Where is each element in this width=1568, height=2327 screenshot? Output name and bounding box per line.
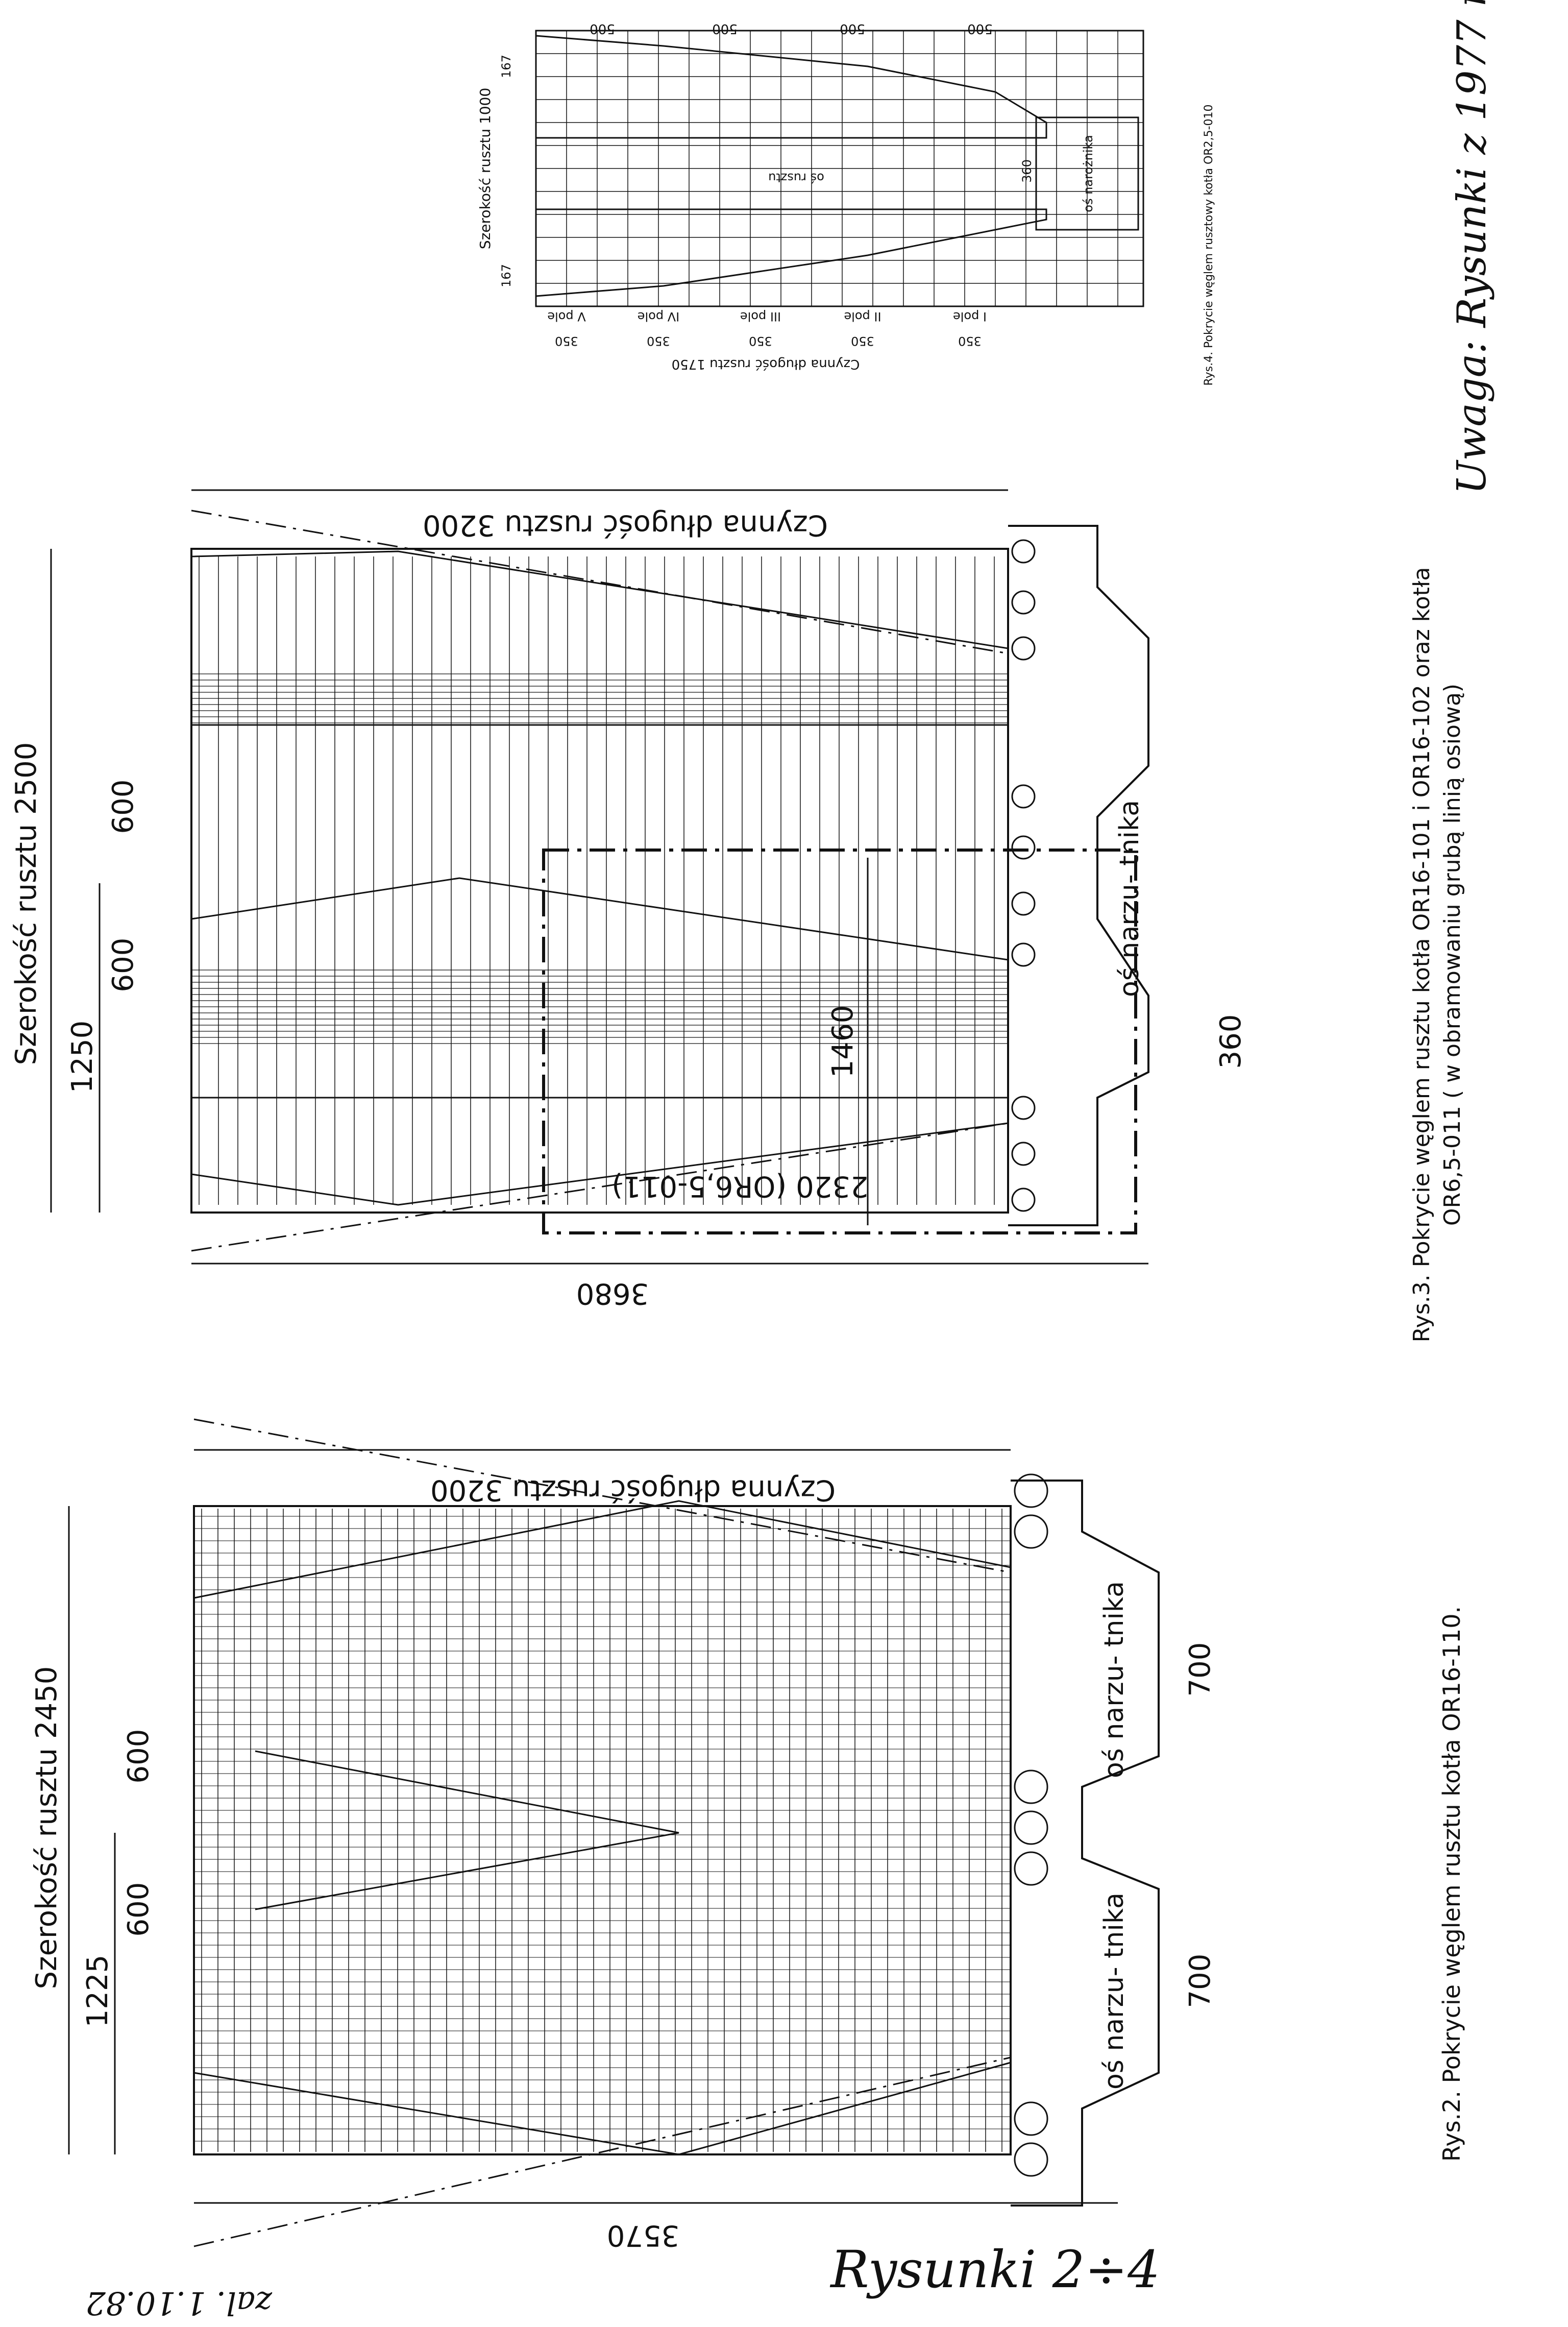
figure-4: Szerokość rusztu 1000 167 167 360 oś rus… [477,21,1215,385]
fig3-bolt-circle [1011,1096,1036,1120]
fig3-dashdot-lower [191,1122,1009,1252]
fig3-rods [191,556,1008,1205]
fig3-bolt-circle [1011,1142,1036,1166]
fig4-hatch-upper [535,35,1047,139]
fig2-bolt-circle [1014,2101,1048,2136]
fig3-caption-line1: Rys.3. Pokrycie węglem rusztu kotła OR16… [1409,567,1435,1343]
figure-3: Szerokość rusztu 2500 1250 600 600 Czynn… [10,489,1465,1343]
fig4-field-1: I pole [953,309,987,324]
fig4-nozzle [1035,116,1139,231]
fig4-dim-bottom-4: 350 [647,334,670,348]
fig3-bolt-circle [1011,539,1036,564]
fig2-dim-1225: 1225 [81,1955,114,2028]
fig2-dim-600-b: 600 [122,1882,155,1937]
handwritten-date: zal. 1.10.82 [85,2285,273,2322]
fig2-bolt-circle [1014,1851,1048,1886]
fig3-bolt-circle [1011,835,1036,860]
fig3-dim-1250: 1250 [66,1021,99,1094]
fig3-bolt-circle [1011,590,1036,615]
fig4-dim-bottom-3: 350 [749,334,772,348]
fig4-active-length: Czynna długość rusztu 1750 [672,356,860,372]
fig2-dashdot-upper [193,1418,1011,1573]
fig4-grid [535,30,1143,307]
fig4-dim-top-3: 500 [840,21,865,36]
fig2-bolt-circle [1014,1473,1048,1508]
fig4-field-2: II pole [844,309,881,324]
fig3-dim-2320: 2320 (OR6,5-011) [611,1170,868,1203]
fig2-coverage-upper [193,1500,1011,1599]
fig3-dim-360: 360 [1214,1014,1247,1069]
handwritten-note: Uwaga: Rysunki z 1977 roku [1449,0,1495,494]
fig2-bolt-circle [1014,1770,1048,1804]
fig3-or65-frame [542,849,1137,1234]
fig2-coverage-middle [255,1750,679,1910]
fig4-dim-top-2: 500 [712,21,738,36]
fig4-dim-bottom-5: 350 [555,334,578,348]
fig2-width-label: Szerokość rusztu 2450 [30,1666,63,1990]
fig3-dim-3680: 3680 [576,1277,649,1310]
fig4-axis-label: oś rusztu [768,171,824,185]
fig2-caption: Rys.2. Pokrycie węglem rusztu kotła OR16… [1438,1606,1465,2162]
fig3-coverage-middle [190,877,1009,1099]
fig4-caption: Rys.4. Pokrycie węglem rusztowy kotła OR… [1203,105,1215,386]
fig2-bolt-circle [1014,2142,1048,2177]
fig3-width-label: Szerokość rusztu 2500 [10,742,43,1065]
fig2-nozzle-axis-b: oś narzu- tnika [1099,1893,1130,2090]
fig4-field-4: IV pole [638,309,679,324]
fig2-bolts [1014,1473,1048,2177]
fig3-nozzle-wall [1008,525,1149,1226]
fig4-width-label: Szerokość rusztu 1000 [477,88,494,249]
fig2-nozzle-wall [1011,1480,1160,2207]
fig4-dim-167-bottom: 167 [499,264,513,287]
fig2-dim-700-b: 700 [1184,1954,1217,2008]
fig2-bolt-circle [1014,1514,1048,1549]
fig2-coverage-lower [193,2062,1011,2155]
fig2-active-length: Czynna długość rusztu 3200 [430,1473,836,1507]
fig2-dim-3570: 3570 [607,2219,680,2252]
figure-2: Szerokość rusztu 2450 1225 600 600 Czynn… [30,1418,1465,2252]
fig3-coverage-lower [191,1122,1009,1206]
fig4-dim-360: 360 [1020,159,1034,183]
fig4-dim-bottom-2: 350 [851,334,874,348]
fig3-grate-outline [190,548,1009,1214]
fig3-dim-600-b: 600 [107,938,140,992]
fig4-field-5: V pole [547,309,585,324]
fig2-rods [194,1509,1011,2152]
fig3-bolt-circle [1011,784,1036,809]
fig3-dim-1460: 1460 [826,1005,860,1078]
fig3-bolt-circle [1011,942,1036,967]
fig2-dim-700-a: 700 [1184,1642,1217,1697]
fig3-nozzle-axis: oś narzu- tnika [1114,800,1145,997]
fig3-bolt-circle [1011,1187,1036,1212]
handwritten-title: Rysunki 2÷4 [829,2240,1160,2299]
fig3-active-length: Czynna długość rusztu 3200 [423,508,828,542]
fig2-bolt-circle [1014,1810,1048,1845]
fig3-caption-line2: OR6,5-011 ( w obramowaniu grubą linią os… [1439,684,1465,1226]
fig3-coverage-upper [190,550,1009,726]
fig4-field-3: III pole [740,309,781,324]
fig4-dim-bottom-1: 350 [958,334,982,348]
fig2-grate-outline [193,1505,1012,2155]
fig4-dim-167-top: 167 [499,55,513,78]
fig3-bolt-circle [1011,891,1036,916]
fig4-nozzle-axis-label: oś narożnika [1081,135,1095,212]
fig3-bolt-circle [1011,636,1036,661]
fig2-nozzle-axis-a: oś narzu- tnika [1099,1581,1130,1778]
fig3-dashdot-upper [191,510,1009,655]
fig4-hatch-lower [535,208,1047,297]
fig4-dim-top-1: 500 [590,21,615,36]
fig2-dim-600-a: 600 [122,1729,155,1784]
fig3-dim-600-a: 600 [107,780,140,834]
fig2-dashdot-lower [193,2056,1011,2247]
fig3-bolts [1011,539,1036,1212]
fig4-dim-top-4: 500 [967,21,993,36]
